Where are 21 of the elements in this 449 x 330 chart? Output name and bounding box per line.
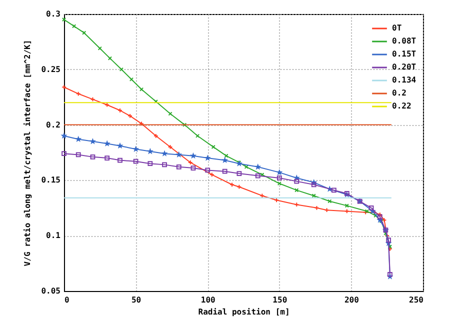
x-tick-label: 50 <box>131 296 142 304</box>
legend-label: 0.22 <box>392 102 412 110</box>
y-tick-label: 0.15 <box>41 176 61 185</box>
legend-label: 0.134 <box>392 76 416 84</box>
y-tick-label: 0.1 <box>46 231 61 240</box>
legend-label: 0.20T <box>392 62 416 72</box>
y-tick-label: 0.3 <box>46 10 61 18</box>
x-tick-label: 250 <box>409 296 424 304</box>
legend-label: 0.08T <box>392 36 416 46</box>
x-tick-label: 100 <box>200 296 216 304</box>
y-tick-label: 0.2 <box>46 120 61 130</box>
y-tick-label: 0.05 <box>41 286 61 296</box>
legend-label: 0.2 <box>392 88 407 98</box>
legend-label: 0.15T <box>392 50 416 58</box>
x-tick-label: 150 <box>272 296 288 304</box>
x-axis-title: Radial position [m] <box>198 308 290 316</box>
legend-label: 0T <box>392 24 402 32</box>
x-tick-label: 200 <box>344 296 360 304</box>
y-tick-label: 0.25 <box>41 64 61 74</box>
y-axis-title: V/G ratio along melt/crystal interface [mm^2/K] <box>23 40 32 266</box>
x-tick-label: 0 <box>64 296 70 304</box>
